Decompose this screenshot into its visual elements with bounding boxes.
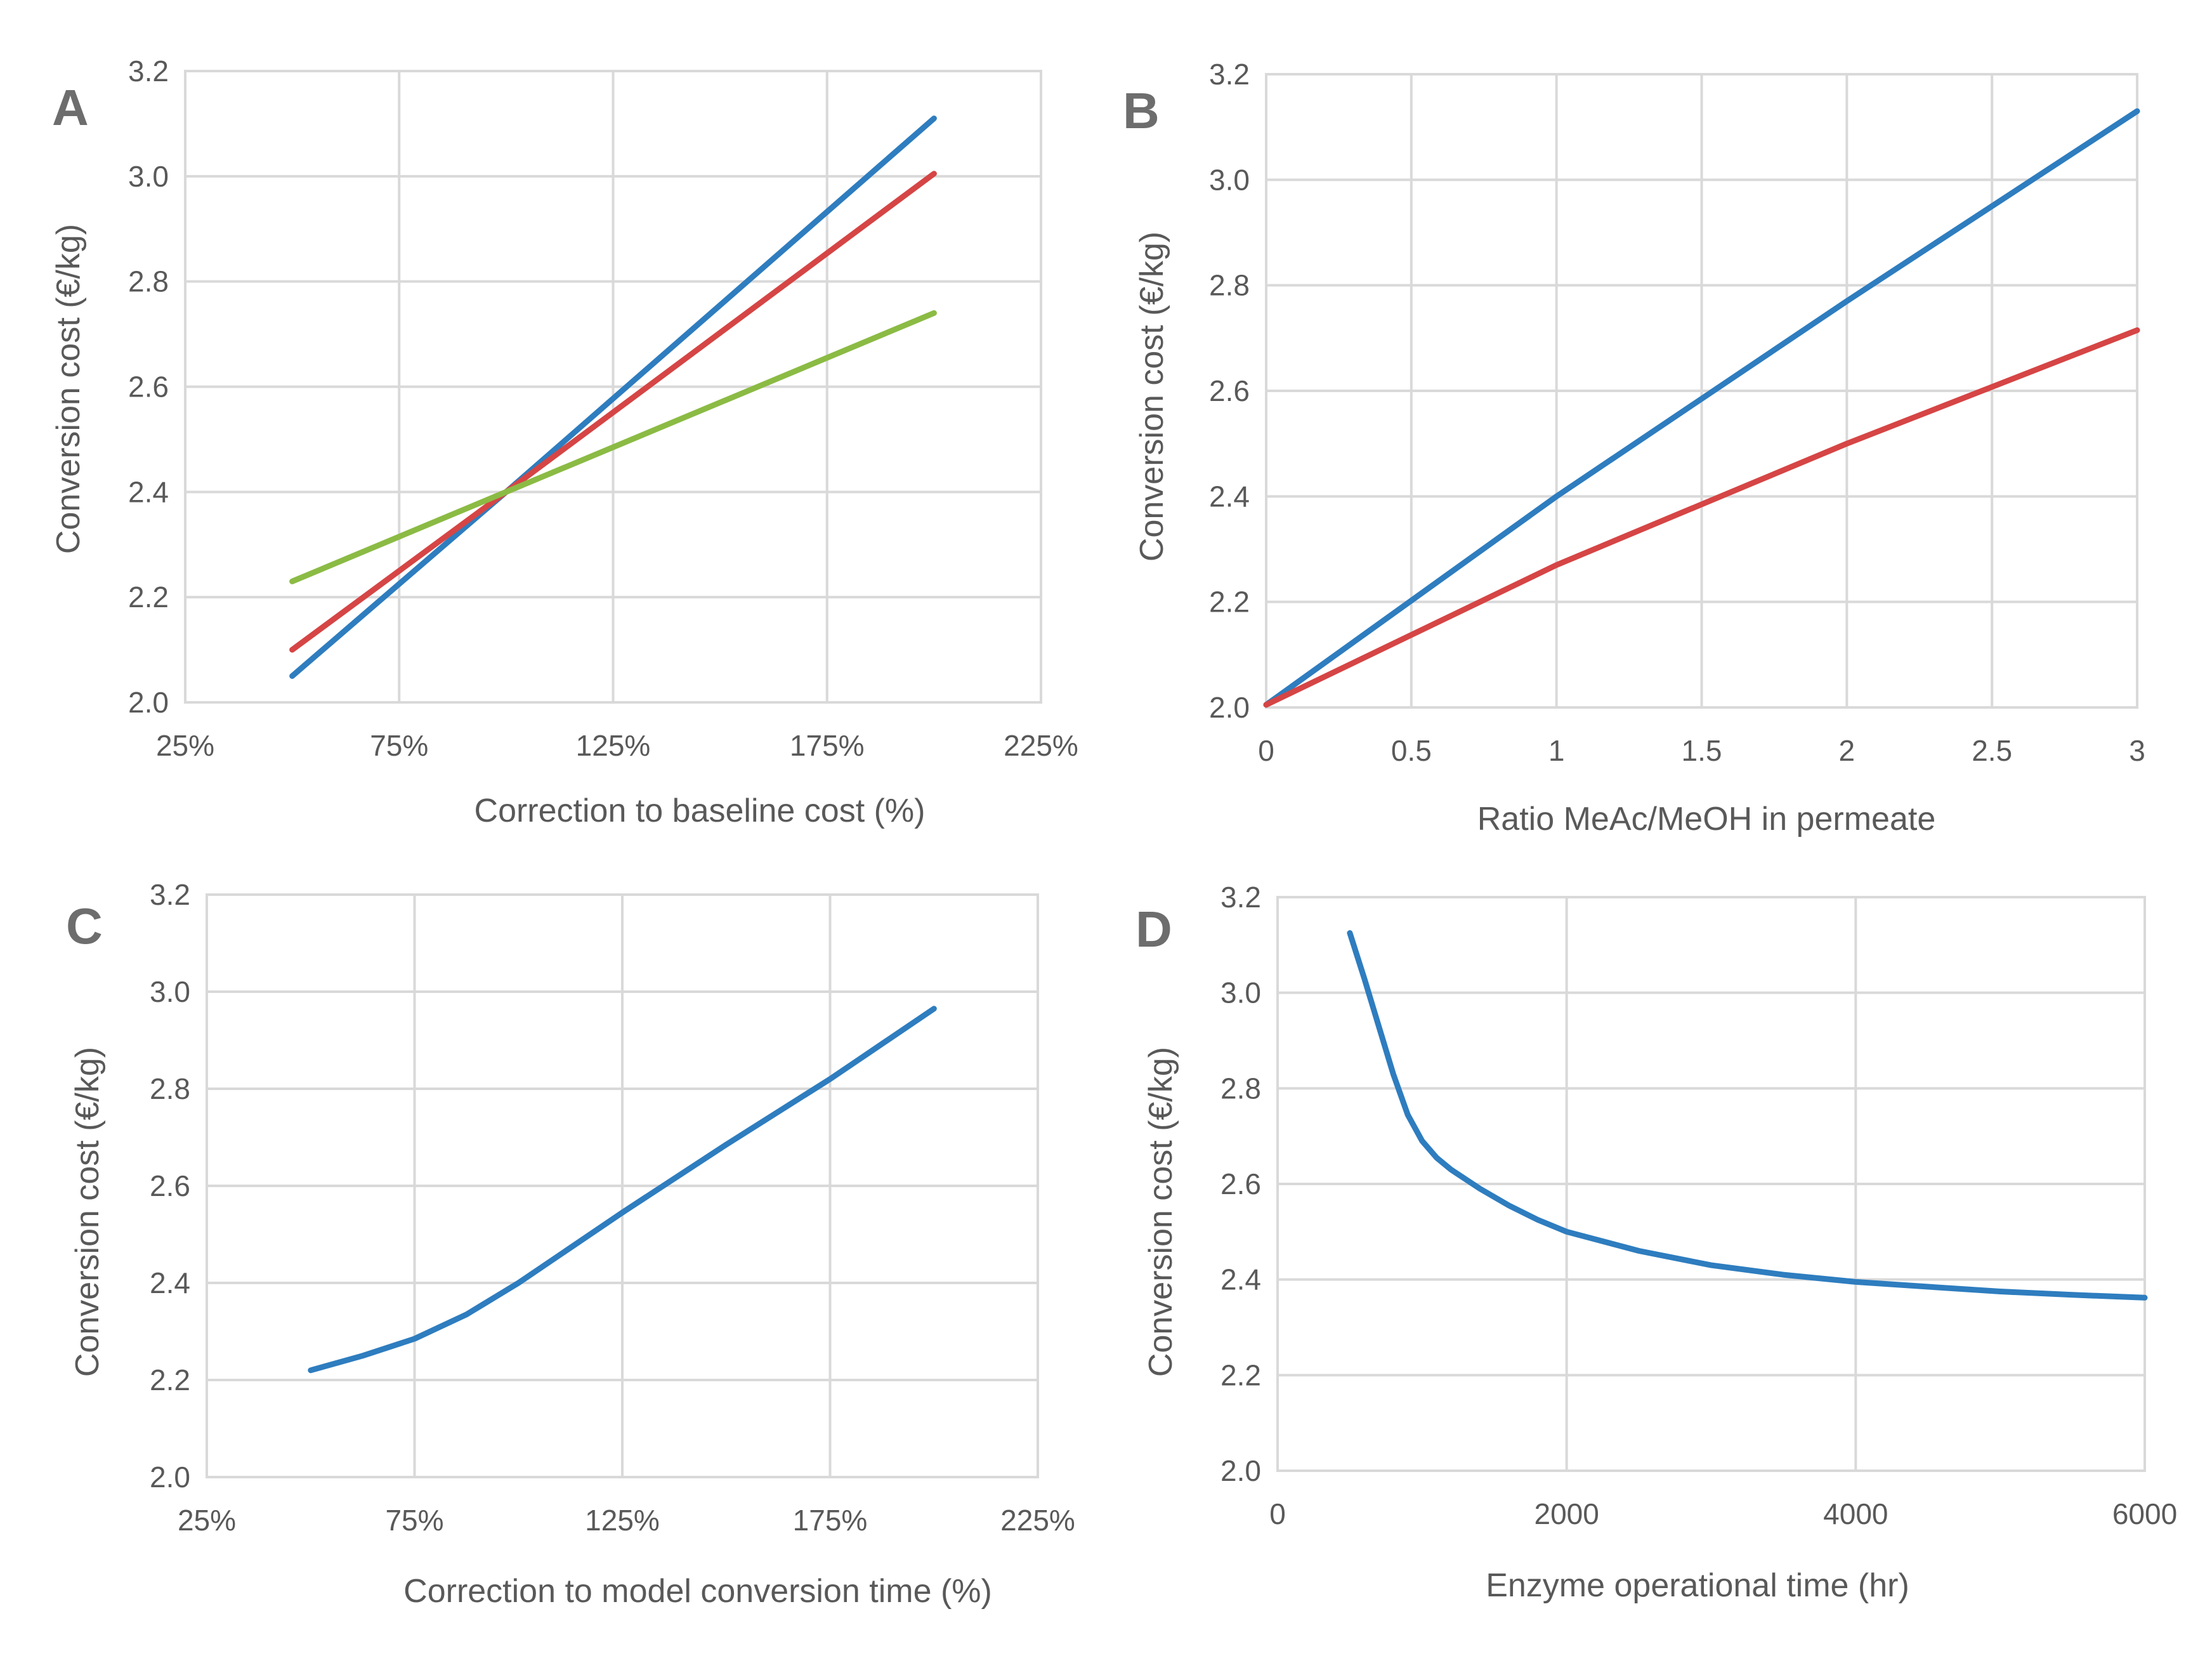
panel-d-xtick-label-0: 0 <box>1269 1497 1286 1530</box>
panel-a: A 2.0 2.2 2.4 2.6 2.8 3.0 3.2 25% 75% 125% 175% 225… <box>50 55 1078 829</box>
panel-c-ytick-label-2: 2.4 <box>150 1266 190 1299</box>
panel-a-ytick-label-0: 2.0 <box>128 686 169 719</box>
panel-b-ytick-label-3: 2.6 <box>1209 374 1250 407</box>
panel-c-xtick-label-2: 125% <box>585 1504 660 1537</box>
panel-d-plot-frame <box>1276 896 2146 1472</box>
panel-c-xtick-label-4: 225% <box>1000 1504 1075 1537</box>
panel-c-ytick-label-1: 2.2 <box>150 1364 190 1396</box>
panel-b-ytick-label-5: 3.0 <box>1209 163 1250 196</box>
panel-b-xtick-label-3: 1.5 <box>1682 734 1722 767</box>
panel-c-line-series-1 <box>308 1006 937 1374</box>
panel-a-line-series-3 <box>289 310 937 584</box>
panel-b-line-series-1 <box>1263 108 2140 708</box>
panel-a-xtick-label-3: 175% <box>790 729 865 762</box>
panel-d-ytick-label-2: 2.4 <box>1221 1263 1261 1296</box>
panel-a-ytick-label-6: 3.2 <box>128 55 169 88</box>
panel-c-plot-frame <box>206 893 1039 1478</box>
panel-c-ytick-label-5: 3.0 <box>150 975 190 1008</box>
panel-b-xtick-label-1: 0.5 <box>1391 734 1432 767</box>
panel-d: D 2.0 2.2 2.4 2.6 2.8 3.0 3.2 0 2000 4000 6000 Enz… <box>1135 881 2177 1604</box>
panel-b-ytick-label-1: 2.2 <box>1209 586 1250 619</box>
panel-a-xtick-label-2: 125% <box>576 729 651 762</box>
panel-a-ytick-label-5: 3.0 <box>128 160 169 193</box>
panel-c-xlabel: Correction to model conversion time (%) <box>403 1573 992 1610</box>
panel-b-line-series-2 <box>1263 327 2140 708</box>
panel-a-ytick-label-4: 2.8 <box>128 265 169 298</box>
panel-d-ytick-label-5: 3.0 <box>1221 976 1261 1009</box>
panel-b-xtick-label-6: 3 <box>2129 734 2145 767</box>
panel-b-xtick-label-5: 2.5 <box>1972 734 2012 767</box>
panel-a-ylabel: Conversion cost (€/kg) <box>50 224 87 554</box>
panel-c-ytick-label-6: 3.2 <box>150 878 190 911</box>
panel-d-xtick-label-2: 4000 <box>1823 1497 1888 1530</box>
panel-b-xtick-label-0: 0 <box>1258 734 1274 767</box>
panel-c-letter: C <box>66 898 103 954</box>
panel-b-plot-frame <box>1265 73 2138 709</box>
panel-a-xlabel: Correction to baseline cost (%) <box>474 792 926 829</box>
panel-c: C 2.0 2.2 2.4 2.6 2.8 3.0 3.2 25% 75% 125% 175% 225… <box>66 878 1075 1610</box>
panel-b: B 2.0 2.2 2.4 2.6 2.8 3.0 3.2 0 0.5 1 1.5 2 2.5 3 Rat… <box>1123 58 2145 838</box>
panel-d-xtick-label-3: 6000 <box>2112 1497 2177 1530</box>
panel-a-plot-frame <box>184 70 1042 704</box>
panel-b-ylabel: Conversion cost (€/kg) <box>1134 232 1170 562</box>
panel-d-ytick-label-3: 2.6 <box>1221 1167 1261 1200</box>
panel-a-ytick-label-2: 2.4 <box>128 475 169 508</box>
panel-d-xlabel: Enzyme operational time (hr) <box>1486 1567 1909 1604</box>
panel-d-ytick-label-1: 2.2 <box>1221 1358 1261 1391</box>
panel-b-xlabel: Ratio MeAc/MeOH in permeate <box>1477 801 1936 838</box>
panel-b-letter: B <box>1123 82 1160 139</box>
panel-b-xtick-label-2: 1 <box>1548 734 1565 767</box>
panel-a-ytick-label-3: 2.6 <box>128 371 169 404</box>
panel-c-ytick-label-3: 2.6 <box>150 1169 190 1202</box>
panel-d-ytick-label-4: 2.8 <box>1221 1072 1261 1105</box>
panel-c-xtick-label-3: 175% <box>793 1504 868 1537</box>
panel-a-xtick-label-0: 25% <box>156 729 214 762</box>
panel-d-ytick-label-0: 2.0 <box>1221 1454 1261 1487</box>
panel-c-ytick-label-0: 2.0 <box>150 1461 190 1494</box>
panel-d-line-series-1 <box>1347 930 2148 1301</box>
panel-a-letter: A <box>52 79 89 136</box>
panel-d-ylabel: Conversion cost (€/kg) <box>1142 1047 1179 1377</box>
panel-c-xtick-label-1: 75% <box>385 1504 443 1537</box>
panel-a-xtick-label-1: 75% <box>370 729 428 762</box>
panel-c-ytick-label-4: 2.8 <box>150 1072 190 1105</box>
panel-d-ytick-label-6: 3.2 <box>1221 881 1261 914</box>
panel-b-ytick-label-2: 2.4 <box>1209 480 1250 513</box>
panel-d-letter: D <box>1135 901 1172 957</box>
panel-a-xtick-label-4: 225% <box>1004 729 1078 762</box>
panel-b-ytick-label-4: 2.8 <box>1209 269 1250 302</box>
panel-b-ytick-label-0: 2.0 <box>1209 691 1250 724</box>
panel-b-ytick-label-6: 3.2 <box>1209 58 1250 91</box>
panel-a-ytick-label-1: 2.2 <box>128 581 169 614</box>
panel-c-xtick-label-0: 25% <box>178 1504 236 1537</box>
panel-b-xtick-label-4: 2 <box>1839 734 1855 767</box>
panel-c-ylabel: Conversion cost (€/kg) <box>69 1047 106 1377</box>
panel-d-xtick-label-1: 2000 <box>1534 1497 1599 1530</box>
